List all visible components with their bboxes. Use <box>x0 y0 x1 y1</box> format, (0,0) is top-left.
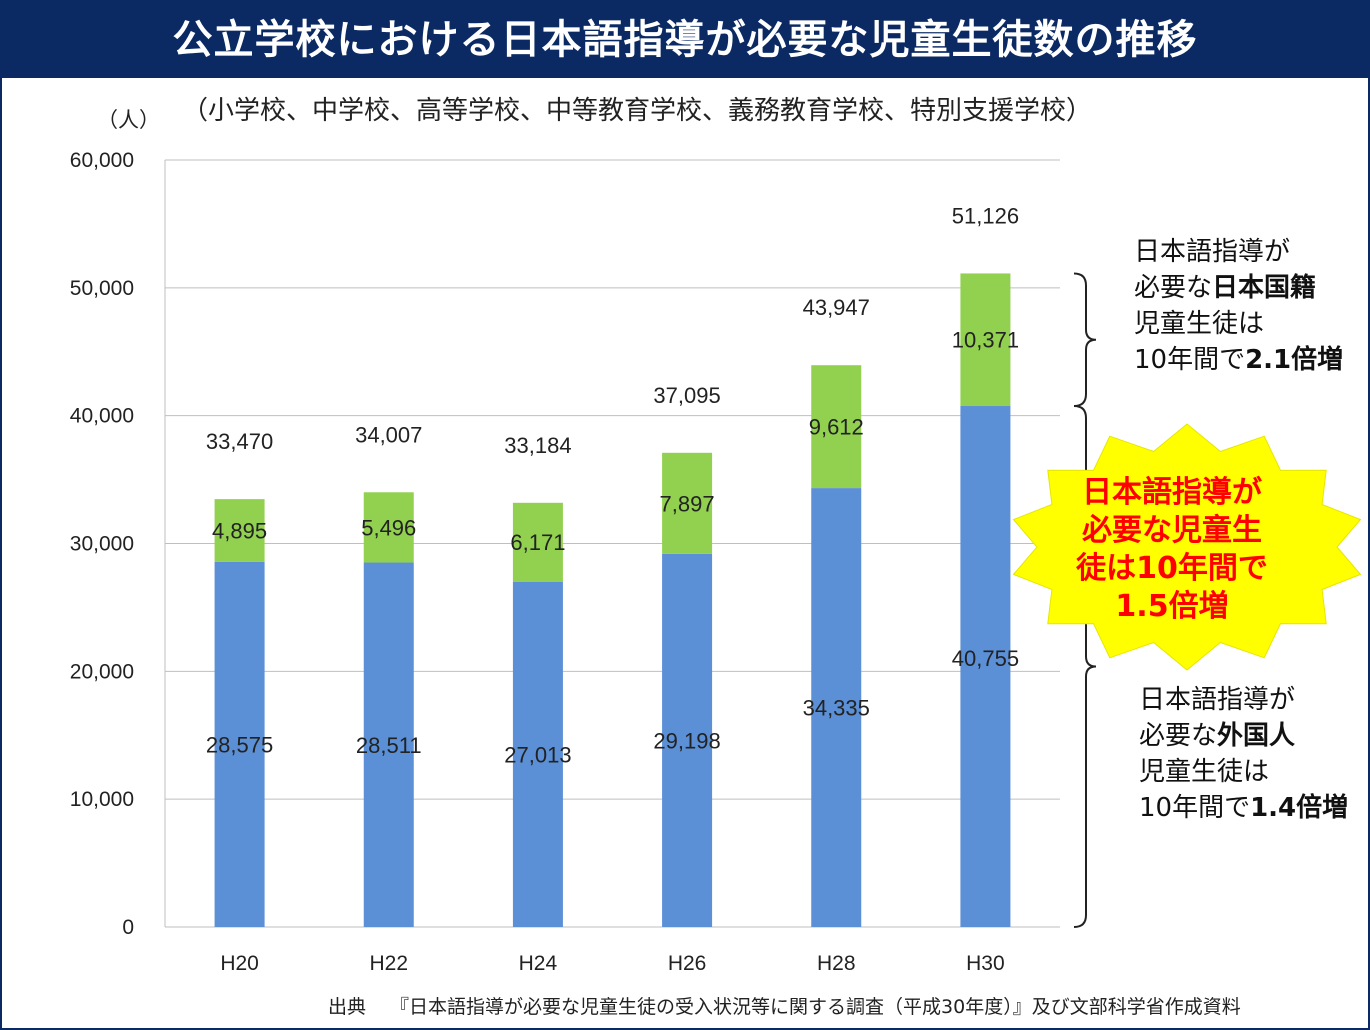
bar-japanese-segment <box>811 365 862 489</box>
star-line: 1.5倍増 <box>1115 589 1229 624</box>
x-tick-label: H28 <box>817 952 856 975</box>
bar-foreign-segment <box>512 581 563 927</box>
note-line: 必要な外国人 <box>1139 721 1296 751</box>
source-text: 『日本語指導が必要な児童生徒の受入状況等に関する調査（平成30年度）』及び文部科… <box>390 996 1241 1018</box>
note-line: 10年間で1.4倍増 <box>1139 793 1349 823</box>
note-line: 日本語指導が <box>1134 237 1291 267</box>
bar-japanese-segment <box>363 492 414 563</box>
bar-japanese-segment <box>512 502 563 582</box>
japanese-nationality-note: 日本語指導が 必要な日本国籍 児童生徒は 10年間で2.1倍増 <box>1134 234 1343 378</box>
bar-foreign-segment <box>662 553 713 927</box>
source-label: 出典 <box>328 996 367 1018</box>
y-tick-label: 30,000 <box>70 533 134 556</box>
x-tick-label: H26 <box>668 952 707 975</box>
data-label-japanese: 7,897 <box>660 491 715 516</box>
data-label-total: 37,095 <box>653 383 720 408</box>
data-label-japanese: 4,895 <box>212 518 267 543</box>
note-line: 日本語指導が <box>1139 685 1296 715</box>
y-tick-label: 20,000 <box>70 660 134 683</box>
data-label-japanese: 6,171 <box>510 530 565 555</box>
y-tick-label: 60,000 <box>70 149 134 172</box>
data-label-total: 34,007 <box>355 422 422 447</box>
data-label-total: 33,470 <box>206 429 273 454</box>
note-line: 必要な日本国籍 <box>1134 273 1317 303</box>
bar-foreign-segment <box>960 406 1011 927</box>
x-tick-label: H30 <box>966 952 1005 975</box>
data-label-total: 33,184 <box>504 433 571 458</box>
bar-foreign-segment <box>811 488 862 927</box>
data-label-foreign: 27,013 <box>504 742 571 767</box>
foreign-nationality-note: 日本語指導が 必要な外国人 児童生徒は 10年間で1.4倍増 <box>1139 682 1348 826</box>
star-line: 必要な児童生 <box>1082 513 1262 548</box>
data-label-japanese: 5,496 <box>361 515 416 540</box>
bar-foreign-segment <box>363 562 414 927</box>
data-label-japanese: 10,371 <box>952 328 1019 353</box>
brace-japanese <box>1073 272 1097 408</box>
data-label-foreign: 40,755 <box>952 646 1019 671</box>
bar-japanese-segment <box>662 452 713 554</box>
starburst-text: 日本語指導が 必要な児童生 徒は10年間で 1.5倍増 <box>1047 474 1297 626</box>
star-line: 徒は10年間で <box>1076 551 1268 586</box>
y-tick-label: 40,000 <box>70 405 134 428</box>
data-label-foreign: 28,511 <box>356 733 422 758</box>
y-tick-label: 10,000 <box>70 788 134 811</box>
note-line: 10年間で2.1倍増 <box>1134 345 1344 375</box>
y-tick-label: 0 <box>122 916 134 939</box>
star-line: 日本語指導が <box>1082 475 1262 510</box>
starburst-callout <box>1012 423 1362 671</box>
page-title: 公立学校における日本語指導が必要な児童生徒数の推移 <box>2 2 1368 78</box>
y-tick-label: 50,000 <box>70 277 134 300</box>
source-note: 出典 『日本語指導が必要な児童生徒の受入状況等に関する調査（平成30年度）』及び文… <box>328 992 1241 1019</box>
x-tick-label: H20 <box>220 952 259 975</box>
bar-japanese-segment <box>960 273 1011 407</box>
brace-foreign <box>1073 405 1097 928</box>
x-tick-label: H24 <box>519 952 558 975</box>
data-label-total: 43,947 <box>803 295 870 320</box>
note-line: 児童生徒は <box>1139 757 1270 787</box>
data-label-foreign: 34,335 <box>803 696 870 721</box>
data-label-foreign: 29,198 <box>653 728 720 753</box>
data-label-japanese: 9,612 <box>809 415 864 440</box>
bar-japanese-segment <box>214 499 265 562</box>
note-line: 児童生徒は <box>1134 309 1265 339</box>
bar-foreign-segment <box>214 561 265 927</box>
y-axis-unit: （人） <box>97 109 160 132</box>
data-label-foreign: 28,575 <box>206 732 273 757</box>
chart-subtitle: （小学校、中学校、高等学校、中等教育学校、義務教育学校、特別支援学校） <box>182 96 1093 126</box>
x-tick-label: H22 <box>369 952 408 975</box>
data-label-total: 51,126 <box>952 203 1019 228</box>
